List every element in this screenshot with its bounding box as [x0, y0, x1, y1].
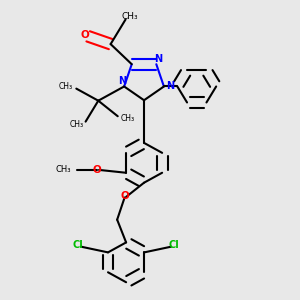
- Text: O: O: [120, 191, 129, 201]
- Text: CH₃: CH₃: [122, 12, 138, 21]
- Text: CH₃: CH₃: [59, 82, 73, 91]
- Text: N: N: [167, 81, 175, 91]
- Text: CH₃: CH₃: [121, 114, 135, 123]
- Text: O: O: [81, 30, 90, 40]
- Text: Cl: Cl: [73, 240, 83, 250]
- Text: N: N: [154, 54, 162, 64]
- Text: CH₃: CH₃: [70, 120, 84, 129]
- Text: CH₃: CH₃: [56, 165, 71, 174]
- Text: N: N: [118, 76, 127, 86]
- Text: O: O: [92, 165, 101, 175]
- Text: Cl: Cl: [169, 240, 179, 250]
